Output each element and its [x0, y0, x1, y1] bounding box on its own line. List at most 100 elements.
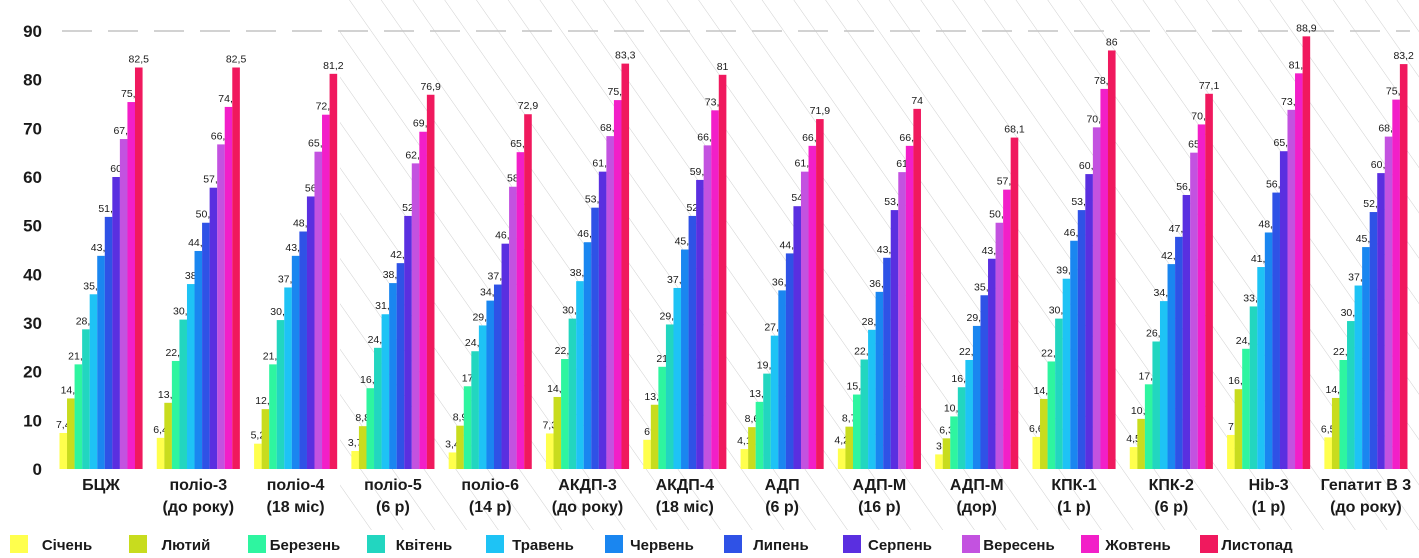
category-label: (6 р): [1154, 499, 1188, 516]
bar: [1032, 436, 1041, 469]
bar: [179, 319, 188, 469]
bar: [329, 73, 338, 470]
bar: [561, 359, 569, 469]
bar: [718, 74, 727, 470]
bar: [1257, 267, 1265, 469]
data-label: 54: [791, 192, 803, 204]
y-tick-label: 40: [23, 265, 42, 284]
bar: [232, 67, 240, 469]
bar: [1167, 264, 1176, 469]
bar: [134, 67, 143, 469]
bar: [127, 102, 136, 469]
legend-swatch: [486, 535, 504, 553]
data-label: 81,2: [323, 60, 344, 72]
bar: [785, 253, 794, 469]
bar: [1339, 359, 1348, 469]
bar: [74, 364, 83, 469]
bar: [883, 257, 891, 469]
data-label: 72,9: [518, 100, 539, 112]
bar: [358, 426, 367, 469]
category-label: (18 міс): [267, 499, 325, 516]
legend-swatch: [962, 535, 980, 553]
category-label: (до року): [552, 499, 623, 516]
bar: [59, 432, 68, 469]
category-label: (1 р): [1252, 499, 1286, 516]
bar: [1077, 210, 1086, 470]
data-label: 86: [1106, 36, 1118, 48]
category-label: поліо-4: [267, 477, 325, 494]
bar: [673, 287, 682, 469]
bar: [1100, 88, 1109, 469]
bar: [389, 283, 397, 469]
bar: [816, 119, 824, 469]
bar: [980, 295, 989, 469]
legend-label: Вересень: [983, 537, 1054, 554]
data-label: 7: [1228, 421, 1234, 433]
legend-swatch: [1081, 535, 1099, 553]
legend-swatch: [843, 535, 861, 553]
bar: [516, 152, 525, 469]
bar: [1129, 447, 1138, 469]
category-label: (6 р): [376, 499, 410, 516]
bar: [898, 172, 906, 469]
bar: [613, 100, 622, 470]
bar: [1107, 50, 1116, 469]
bar: [868, 329, 876, 469]
bar: [374, 347, 382, 469]
data-label: 81: [717, 61, 729, 73]
data-label: 71,9: [810, 105, 831, 117]
y-tick-label: 20: [23, 363, 42, 382]
bar: [164, 402, 172, 469]
bar: [419, 131, 427, 470]
bar: [404, 215, 412, 469]
bar: [1384, 136, 1393, 469]
bar: [1175, 236, 1183, 469]
bar: [1377, 173, 1385, 469]
category-label: Гепатит В 3: [1321, 477, 1412, 494]
bar: [606, 136, 614, 469]
bar: [1399, 64, 1408, 470]
data-label: 88,9: [1296, 22, 1317, 34]
y-tick-label: 90: [23, 22, 42, 41]
bar: [942, 438, 951, 469]
bar: [82, 329, 90, 469]
data-label: 83,3: [615, 50, 636, 62]
bar: [1272, 192, 1280, 469]
bar: [202, 222, 210, 469]
data-label: 17: [462, 372, 474, 384]
y-tick-label: 10: [23, 411, 42, 430]
bar: [306, 196, 315, 469]
bar: [875, 291, 884, 469]
bar: [1347, 321, 1355, 469]
y-tick-label: 0: [33, 460, 42, 479]
category-label: АДП-М: [853, 477, 907, 494]
category-label: КПК-1: [1051, 477, 1096, 494]
bar: [1003, 189, 1011, 470]
bar: [1354, 285, 1363, 469]
bar: [448, 452, 457, 469]
bar: [254, 443, 262, 469]
category-label: (до року): [1330, 499, 1401, 516]
legend-label: Травень: [512, 537, 574, 554]
bar: [299, 231, 307, 469]
bar: [553, 396, 562, 469]
bar: [1070, 240, 1078, 469]
data-label: 74: [911, 95, 923, 107]
category-label: (дор): [957, 499, 997, 516]
bar: [1249, 306, 1258, 469]
bar: [1159, 301, 1168, 469]
bar: [1324, 437, 1332, 469]
bar: [1362, 247, 1370, 469]
bar: [957, 387, 966, 469]
bar: [261, 409, 270, 469]
bar: [800, 171, 809, 469]
bar: [643, 439, 651, 469]
bar: [696, 179, 704, 470]
legend-label: Лютий: [162, 537, 211, 554]
bar: [890, 210, 899, 470]
legend-label: Серпень: [868, 537, 932, 554]
bar: [703, 145, 712, 469]
bar: [681, 249, 689, 469]
bar: [755, 401, 764, 469]
legend-label: Листопад: [1221, 537, 1293, 554]
